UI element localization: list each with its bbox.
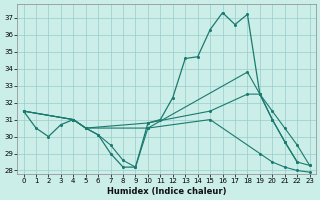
X-axis label: Humidex (Indice chaleur): Humidex (Indice chaleur)	[107, 187, 226, 196]
